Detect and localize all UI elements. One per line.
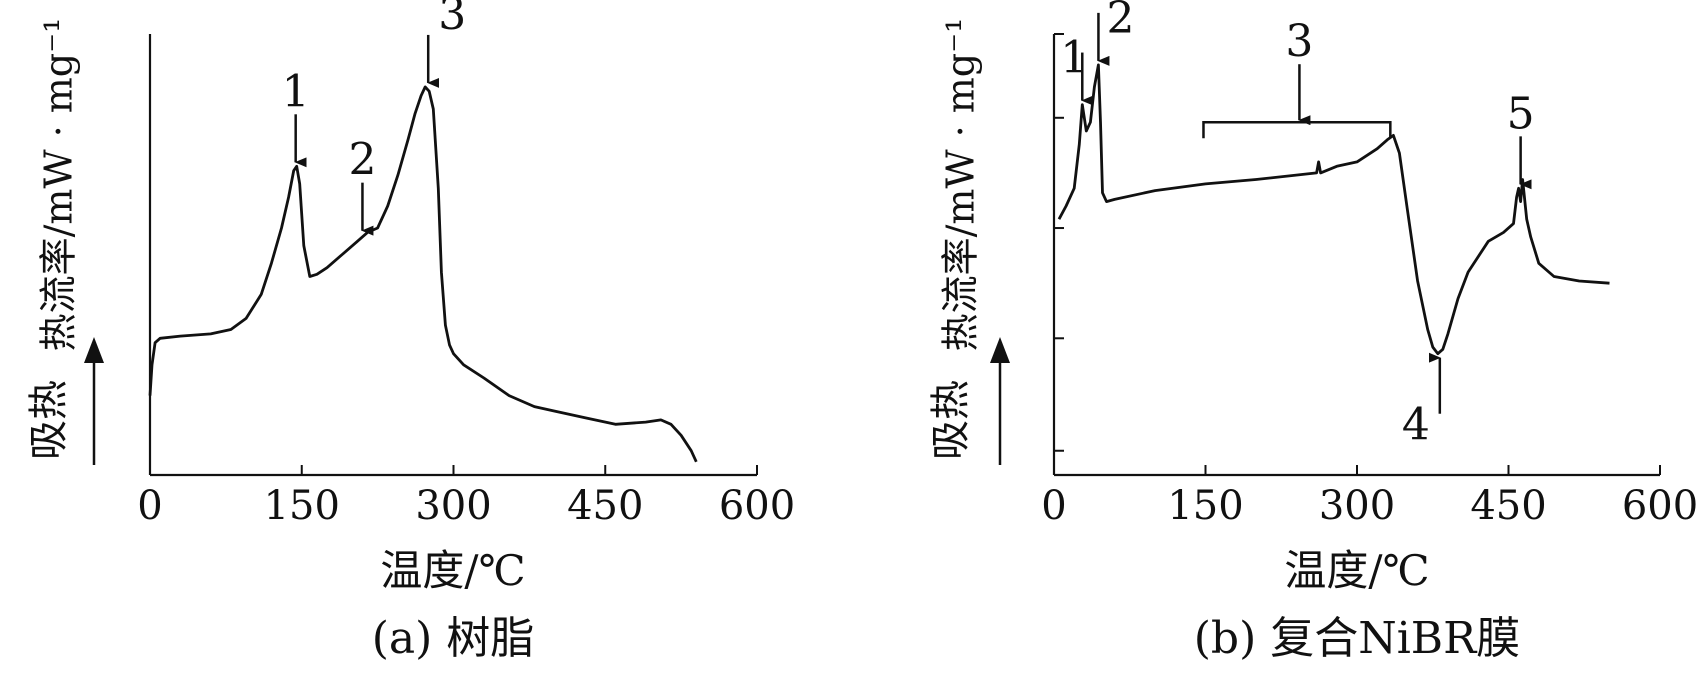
x-tick-label: 300: [1319, 483, 1395, 529]
x-tick-label: 600: [1622, 483, 1698, 529]
x-axis-title: 温度/℃: [380, 546, 525, 595]
series-line: [1057, 63, 1610, 356]
peak-label: 2: [348, 135, 376, 186]
endothermic-label: 吸热: [928, 380, 974, 460]
x-tick-label: 300: [415, 483, 491, 529]
peak-bracket: [1202, 120, 1392, 139]
peak-label: 5: [1507, 88, 1535, 139]
x-tick-label: 150: [1167, 483, 1243, 529]
chart-panel-b: 0 150 300 450 600 12 3 4 5 温度/℃ (b) 复合NiBR膜 热流率/mW …: [928, 0, 1698, 664]
panel-caption: (a) 树脂: [372, 613, 535, 664]
peak-label: 3: [438, 0, 466, 40]
peak-label: 1: [1060, 33, 1088, 84]
x-tick-label: 0: [137, 483, 162, 529]
panel-caption: (b) 复合NiBR膜: [1194, 613, 1521, 664]
y-axis-title: 热流率/mW · mg⁻¹: [37, 18, 81, 352]
x-tick-label: 0: [1041, 483, 1066, 529]
x-tick-label: 450: [1470, 483, 1546, 529]
peak-label: 3: [1285, 16, 1313, 67]
series-line: [148, 85, 698, 463]
x-tick-label: 600: [719, 483, 795, 529]
chart-panel-a: 0 150 300 450 600 12 3 温度/℃ (a) 树脂 热流率/mW · mg⁻¹ 吸…: [26, 0, 795, 664]
y-axis-title: 热流率/mW · mg⁻¹: [939, 18, 983, 352]
peak-label: 4: [1402, 400, 1430, 451]
endothermic-label: 吸热: [26, 380, 72, 460]
x-tick-label: 450: [567, 483, 643, 529]
peak-label: 1: [282, 66, 310, 117]
peak-label: 2: [1106, 0, 1134, 44]
endothermic-arrowhead: [990, 337, 1010, 363]
x-tick-label: 150: [264, 483, 340, 529]
endothermic-arrowhead: [84, 337, 104, 363]
x-axis-title: 温度/℃: [1284, 546, 1429, 595]
